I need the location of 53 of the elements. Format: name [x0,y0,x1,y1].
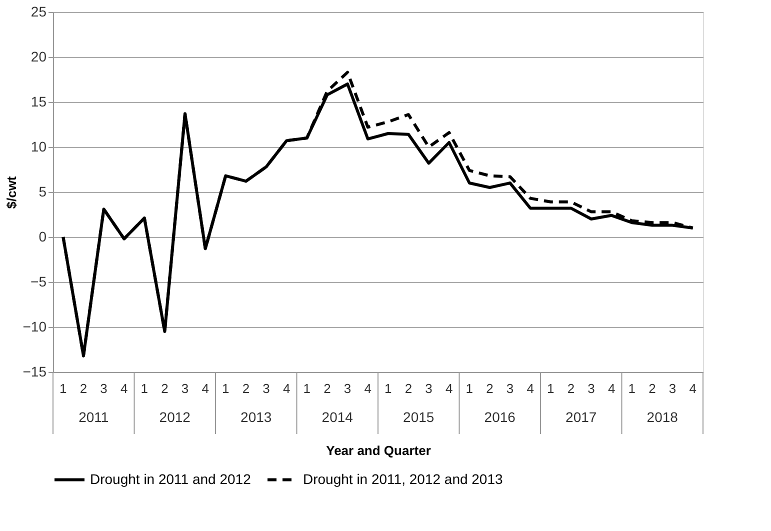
text: 2013 [240,409,272,425]
x-tick-label: 4 [120,381,128,396]
x-tick-label: 2 [648,381,656,396]
x-tick-label: 4 [282,381,290,396]
x-tick-label: 4 [689,381,696,396]
x-tick-label: 1 [628,381,636,396]
y-tick-label: −15 [22,364,47,380]
text: 2018 [646,409,678,425]
x-axis-title: Year and Quarter [326,443,431,458]
x-tick-label: 1 [303,381,311,396]
x-tick-label: 2 [567,381,575,396]
x-tick-label: 2 [486,381,494,396]
x-tick-label: 2 [242,381,250,396]
text: 2017 [566,409,597,425]
x-tick-label: 4 [202,381,209,396]
x-tick-label: 1 [140,381,148,396]
y-tick-label: −10 [22,318,47,334]
x-tick-label: 3 [425,381,432,396]
x-tick-label: 1 [384,381,392,396]
x-tick-label: 1 [547,381,554,396]
x-tick-label: 4 [608,381,616,396]
x-tick-label: 1 [466,381,474,396]
x-tick-label: 3 [100,381,108,396]
x-tick-label: 2 [324,381,331,396]
text: 2011 [78,409,109,425]
x-tick-label: 3 [344,381,352,396]
x-tick-label: 3 [506,381,514,396]
y-tick-label: −5 [30,274,47,290]
x-tick-label: 4 [445,381,453,396]
y-tick-label: 25 [30,4,47,20]
x-tick-label: 4 [364,381,372,396]
text: 2015 [403,409,434,425]
x-tick-label: 1 [222,381,230,396]
y-tick-label: 10 [30,138,47,154]
y-tick-label: 0 [38,228,47,244]
legend-label: Drought in 2011, 2012 and 2013 [303,470,504,487]
x-tick-label: 4 [526,381,534,396]
x-tick-label: 3 [262,381,270,396]
y-tick-label: 15 [30,94,47,110]
y-tick-label: 20 [30,48,47,64]
x-tick-label: 2 [80,381,88,396]
y-axis-title: $/cwt [4,176,19,209]
legend-label: Drought in 2011 and 2012 [90,470,252,487]
x-tick-label: 3 [668,381,676,396]
x-tick-label: 2 [404,381,412,396]
x-tick-label: 3 [588,381,595,396]
x-tick-label: 2 [161,381,168,396]
text: 2012 [159,409,191,425]
x-tick-label: 3 [181,381,189,396]
y-tick-label: 5 [38,184,47,200]
text: 2016 [484,409,516,425]
x-tick-label: 1 [60,381,67,396]
text: 2014 [322,409,354,425]
